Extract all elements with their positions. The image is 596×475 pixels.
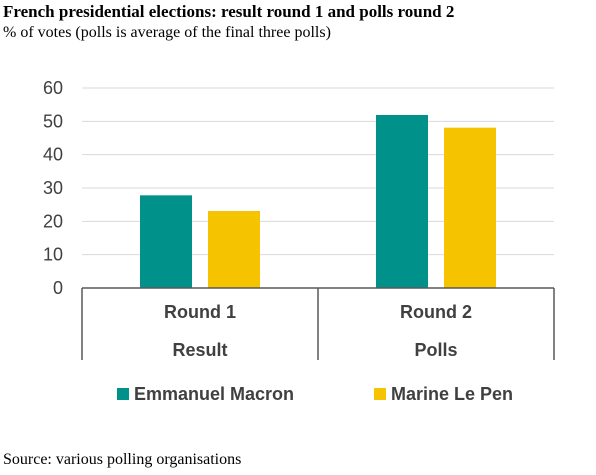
source-note: Source: various polling organisations — [3, 451, 242, 468]
y-tick-label: 40 — [43, 145, 63, 165]
legend-swatch-lepen — [374, 388, 386, 400]
bar-chart: 0 10 20 30 40 50 60 Round 1 Result Round 2 Polls Em… — [43, 78, 555, 404]
legend-swatch-macron — [117, 388, 129, 400]
y-tick-label: 50 — [43, 111, 63, 131]
y-tick-label: 20 — [43, 211, 63, 231]
bar-lepen-1 — [208, 211, 260, 288]
bar-macron-2 — [376, 115, 428, 288]
bar-lepen-2 — [444, 127, 496, 289]
x-category-label: Round 2 — [400, 302, 472, 322]
y-tick-label: 10 — [43, 245, 63, 265]
legend-label: Emmanuel Macron — [134, 384, 294, 404]
x-group-label: Result — [172, 340, 227, 360]
y-tick-label: 60 — [43, 78, 63, 98]
legend-label: Marine Le Pen — [391, 384, 513, 404]
y-tick-label: 0 — [53, 278, 63, 298]
chart-title: French presidential elections: result ro… — [3, 2, 455, 21]
y-tick-label: 30 — [43, 178, 63, 198]
x-category-label: Round 1 — [164, 302, 236, 322]
chart-subtitle: % of votes (polls is average of the fina… — [3, 24, 331, 41]
x-group-label: Polls — [414, 340, 457, 360]
bar-macron-1 — [140, 195, 192, 288]
